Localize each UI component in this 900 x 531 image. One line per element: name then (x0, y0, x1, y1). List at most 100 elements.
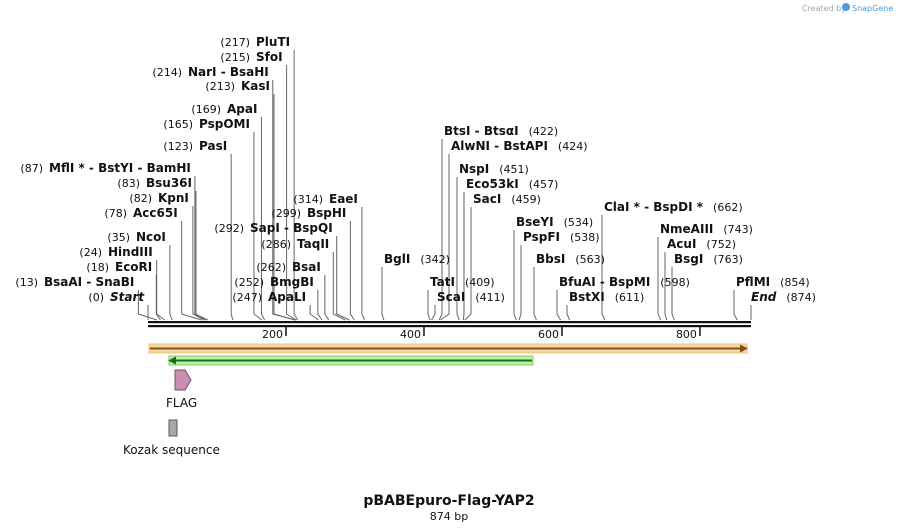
site-name-end[interactable]: End (751, 290, 777, 304)
site-name-saci[interactable]: SacI (473, 192, 501, 206)
site-name-eco53ki[interactable]: Eco53kI (466, 177, 519, 191)
site-name-pflmi[interactable]: PflMI (736, 275, 770, 289)
site-pos-pluti: (217) (220, 36, 250, 49)
site-line-taqii (332, 252, 346, 321)
site-pos-clai: (662) (713, 201, 743, 214)
site-pos-bsu36i: (83) (117, 177, 140, 190)
site-lines (137, 50, 752, 321)
map-title: pBABEpuro-Flag-YAP2 (363, 493, 534, 509)
site-line-eaei (361, 207, 366, 321)
site-line-bsgi (671, 267, 675, 321)
site-name-start[interactable]: Start (110, 290, 145, 304)
backbone-bottom-strand (148, 325, 751, 328)
site-line-pspfi (518, 245, 522, 321)
site-name-pluti[interactable]: PluTI (256, 35, 290, 49)
site-pos-bstxi: (611) (615, 291, 645, 304)
site-name-bbsi[interactable]: BbsI (536, 252, 565, 266)
site-name-sfoi[interactable]: SfoI (256, 50, 283, 64)
site-line-nmeaiii (657, 237, 662, 321)
site-name-scai[interactable]: ScaI (437, 290, 465, 304)
site-line-pflmi (733, 290, 738, 321)
site-name-ncoi[interactable]: NcoI (136, 230, 166, 244)
site-name-bgli[interactable]: BglI (384, 252, 410, 266)
site-name-bsphi[interactable]: BspHI (307, 206, 346, 220)
site-name-clai[interactable]: ClaI * - BspDI * (604, 200, 704, 214)
site-line-scai (431, 305, 436, 321)
site-pos-pspfi: (538) (570, 231, 600, 244)
site-pos-bsgi: (763) (713, 253, 743, 266)
site-name-ecori[interactable]: EcoRI (115, 260, 152, 274)
site-line-nspi (456, 177, 460, 321)
site-name-acc65i[interactable]: Acc65I (133, 206, 178, 220)
kozak-feature-label: Kozak sequence (123, 443, 220, 457)
site-name-sapi[interactable]: SapI - BspQI (250, 221, 333, 235)
site-pos-hindiii: (24) (79, 246, 102, 259)
site-line-apai (260, 117, 266, 321)
site-line-acc65i (181, 221, 202, 321)
watermark-brand: SnapGene (852, 4, 893, 13)
flag-feature-arrow-icon[interactable] (174, 369, 192, 391)
site-pos-kasi: (213) (205, 80, 235, 93)
site-name-bsu36i[interactable]: Bsu36I (146, 176, 192, 190)
site-name-tati[interactable]: TatI (430, 275, 455, 289)
site-line-bmgbi (317, 290, 323, 321)
site-name-pasi[interactable]: PasI (199, 139, 227, 153)
site-name-btsi[interactable]: BtsI - BtsαI (444, 124, 519, 138)
site-name-eaei[interactable]: EaeI (329, 192, 358, 206)
site-name-kpni[interactable]: KpnI (158, 191, 189, 205)
site-name-bstxi[interactable]: BstXI (569, 290, 605, 304)
site-pos-tati: (409) (465, 276, 495, 289)
site-line-bseyi (513, 230, 517, 321)
site-pos-pasi: (123) (163, 140, 193, 153)
site-pos-start: (0) (88, 291, 104, 304)
site-line-bgli (381, 267, 385, 321)
site-name-bsgi[interactable]: BsgI (674, 252, 703, 266)
site-name-alwni[interactable]: AlwNI - BstAPI (451, 139, 548, 153)
site-name-bseyi[interactable]: BseYI (516, 215, 554, 229)
site-name-pspfi[interactable]: PspFI (523, 230, 560, 244)
ruler: 200 400 600 800 (262, 327, 701, 341)
site-name-psbomi[interactable]: PspOMI (199, 117, 250, 131)
site-name-nari[interactable]: NarI - BsaHI (188, 65, 269, 79)
site-line-kpni (192, 206, 205, 321)
site-pos-acc65i: (78) (104, 207, 127, 220)
site-name-acui[interactable]: AcuI (667, 237, 696, 251)
site-name-nspi[interactable]: NspI (459, 162, 489, 176)
site-name-kasi[interactable]: KasI (241, 79, 270, 93)
backbone-top-strand (148, 321, 751, 324)
site-line-mfli (194, 176, 209, 321)
site-pos-eaei: (314) (293, 193, 323, 206)
site-pos-bsai: (262) (256, 261, 286, 274)
site-name-apali[interactable]: ApaLI (268, 290, 306, 304)
site-name-bsai[interactable]: BsaI (292, 260, 321, 274)
flag-feature-label: FLAG (166, 396, 197, 410)
site-name-bfuai[interactable]: BfuAI - BspMI (559, 275, 650, 289)
site-pos-bfuai: (598) (660, 276, 690, 289)
site-line-pasi (230, 154, 234, 321)
site-name-nmeaiii[interactable]: NmeAIII (660, 222, 713, 236)
site-line-bsu36i (195, 191, 206, 321)
site-pos-kpni: (82) (129, 192, 152, 205)
site-pos-mfli: (87) (20, 162, 43, 175)
site-line-bsphi (349, 221, 355, 321)
snapgene-logo-icon (842, 3, 850, 11)
site-pos-taqii: (286) (261, 238, 291, 251)
site-name-bsaai[interactable]: BsaAI - SnaBI (44, 275, 134, 289)
kozak-feature-box[interactable] (168, 419, 178, 437)
site-pos-bbsi: (563) (575, 253, 605, 266)
site-pos-ecori: (18) (86, 261, 109, 274)
site-pos-scai: (411) (475, 291, 505, 304)
site-name-taqii[interactable]: TaqII (297, 237, 329, 251)
site-name-hindiii[interactable]: HindIII (108, 245, 153, 259)
map-length: 874 bp (430, 510, 468, 523)
site-line-acui (664, 252, 668, 321)
site-name-mfli[interactable]: MflI * - BstYI - BamHI (49, 161, 191, 175)
site-name-apai[interactable]: ApaI (227, 102, 257, 116)
site-line-nari (272, 80, 296, 321)
site-line-pluti (293, 50, 299, 321)
site-name-bmgbi[interactable]: BmgBI (270, 275, 314, 289)
site-pos-eco53ki: (457) (529, 178, 559, 191)
site-pos-nmeaiii: (743) (723, 223, 753, 236)
site-line-psbomi (253, 132, 263, 321)
site-pos-btsi: (422) (529, 125, 559, 138)
